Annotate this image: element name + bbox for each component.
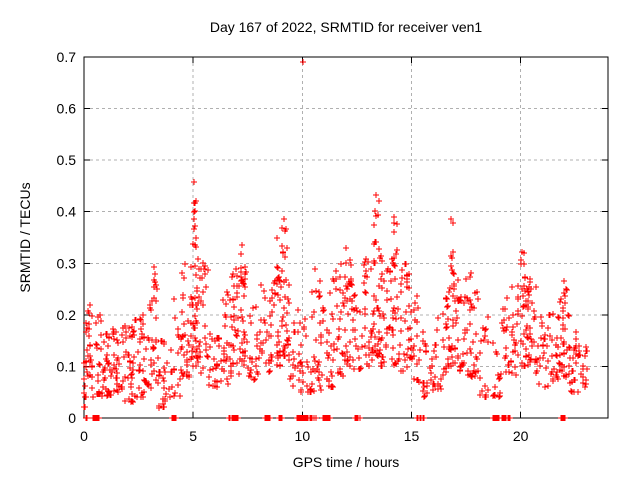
y-axis-label: SRMTID / TECUs: [17, 182, 33, 292]
x-tick-label: 5: [189, 428, 197, 444]
x-tick-label: 10: [295, 428, 311, 444]
y-tick-label: 0: [68, 410, 76, 426]
y-tick-label: 0.2: [57, 307, 77, 323]
tick-labels: 0 5 10 15 20 0 0.1 0.2 0.3 0.4 0.5 0.6 0.7: [57, 49, 529, 444]
x-tick-label: 20: [513, 428, 529, 444]
y-tick-label: 0.5: [57, 152, 77, 168]
y-tick-label: 0.1: [57, 358, 77, 374]
srmtid-plus-markers: [81, 59, 590, 421]
plot-border: [83, 56, 609, 419]
y-tick-label: 0.3: [57, 255, 77, 271]
scatter-points: [81, 59, 590, 421]
x-tick-label: 0: [80, 428, 88, 444]
y-tick-label: 0.6: [57, 101, 77, 117]
y-tick-label: 0.4: [57, 204, 77, 220]
x-axis-label: GPS time / hours: [293, 454, 400, 470]
y-tick-label: 0.7: [57, 49, 77, 65]
chart-title: Day 167 of 2022, SRMTID for receiver ven…: [210, 19, 483, 35]
x-tick-label: 15: [404, 428, 420, 444]
plot-border-rect: [83, 56, 609, 419]
